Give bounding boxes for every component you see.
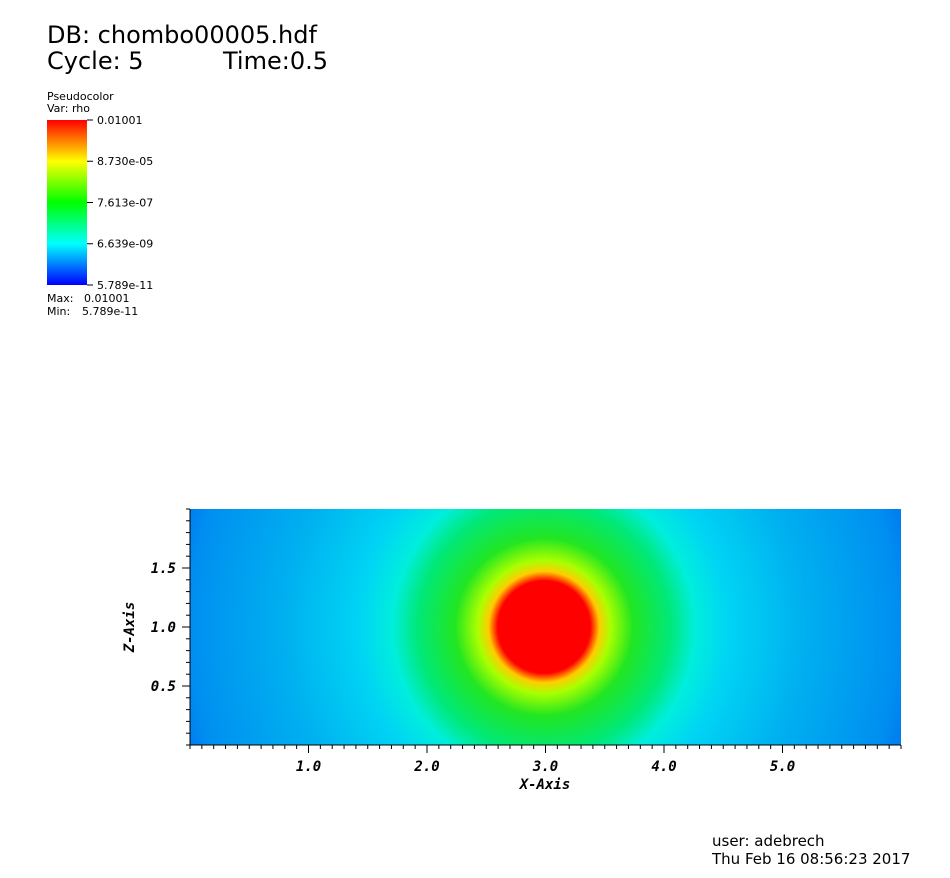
colorbar-tick-label: 5.789e-11 bbox=[97, 279, 153, 292]
min-value: 5.789e-11 bbox=[82, 305, 138, 318]
plot-name: Pseudocolor bbox=[47, 90, 114, 103]
field bbox=[190, 509, 901, 745]
max-value: 0.01001 bbox=[84, 292, 130, 305]
max-label: Max: bbox=[47, 292, 73, 305]
x-tick-label: 5.0 bbox=[770, 759, 795, 775]
x-tick-label: 1.0 bbox=[296, 759, 321, 775]
x-tick-label: 2.0 bbox=[413, 759, 439, 775]
colorbar-tick-label: 8.730e-05 bbox=[97, 155, 153, 168]
y-tick-label: 0.5 bbox=[151, 679, 176, 695]
x-tick-label: 3.0 bbox=[532, 759, 558, 775]
y-tick-label: 1.5 bbox=[151, 561, 176, 577]
colorbar-tick-label: 0.01001 bbox=[97, 114, 143, 127]
time: Time:0.5 bbox=[222, 47, 328, 75]
variable: Var: rho bbox=[47, 102, 90, 115]
y-axis-title: Z-Axis bbox=[122, 602, 138, 654]
user: user: adebrech bbox=[712, 832, 825, 850]
y-tick-label: 1.0 bbox=[151, 620, 176, 636]
colorbar-tick-label: 6.639e-09 bbox=[97, 238, 153, 251]
timestamp: Thu Feb 16 08:56:23 2017 bbox=[711, 850, 910, 868]
x-tick-label: 4.0 bbox=[651, 759, 676, 775]
min-label: Min: bbox=[47, 305, 70, 318]
title: DB: chombo00005.hdf bbox=[47, 21, 317, 49]
cycle: Cycle: 5 bbox=[47, 47, 144, 75]
x-axis-title: X-Axis bbox=[519, 777, 571, 793]
colorbar-tick-label: 7.613e-07 bbox=[97, 196, 153, 209]
colorbar bbox=[47, 120, 87, 285]
